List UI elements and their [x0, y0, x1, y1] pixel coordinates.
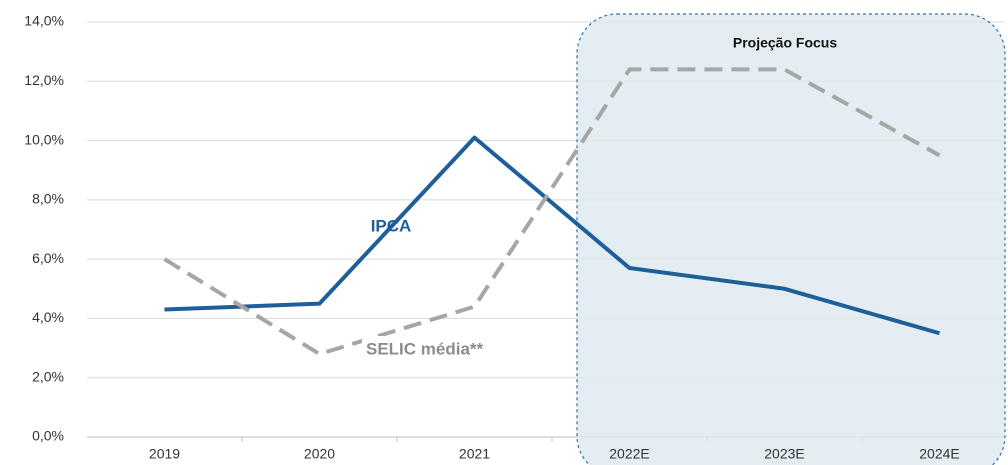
x-tick-label: 2022E: [609, 446, 649, 462]
x-tick-label: 2020: [304, 446, 335, 462]
y-tick-label: 10,0%: [24, 131, 64, 147]
y-tick-label: 4,0%: [32, 309, 64, 325]
series-line: [163, 67, 941, 356]
grid: [87, 21, 1005, 442]
y-tick-label: 12,0%: [24, 72, 64, 88]
projection-label: Projeção Focus: [733, 35, 837, 51]
x-tick-label: 2024E: [919, 446, 959, 462]
y-tick-label: 6,0%: [32, 250, 64, 266]
y-tick-label: 14,0%: [24, 13, 64, 29]
x-tick-label: 2023E: [764, 446, 804, 462]
series-label: SELIC média**: [366, 339, 484, 358]
projection-region: [576, 13, 1006, 465]
series-label: IPCA: [371, 216, 412, 235]
y-tick-label: 8,0%: [32, 191, 64, 207]
x-tick-label: 2019: [149, 446, 180, 462]
y-tick-label: 0,0%: [32, 428, 64, 444]
series-line: [164, 135, 941, 336]
y-tick-label: 2,0%: [32, 368, 64, 384]
x-tick-label: 2021: [459, 446, 490, 462]
series-label-bg: [362, 336, 532, 364]
